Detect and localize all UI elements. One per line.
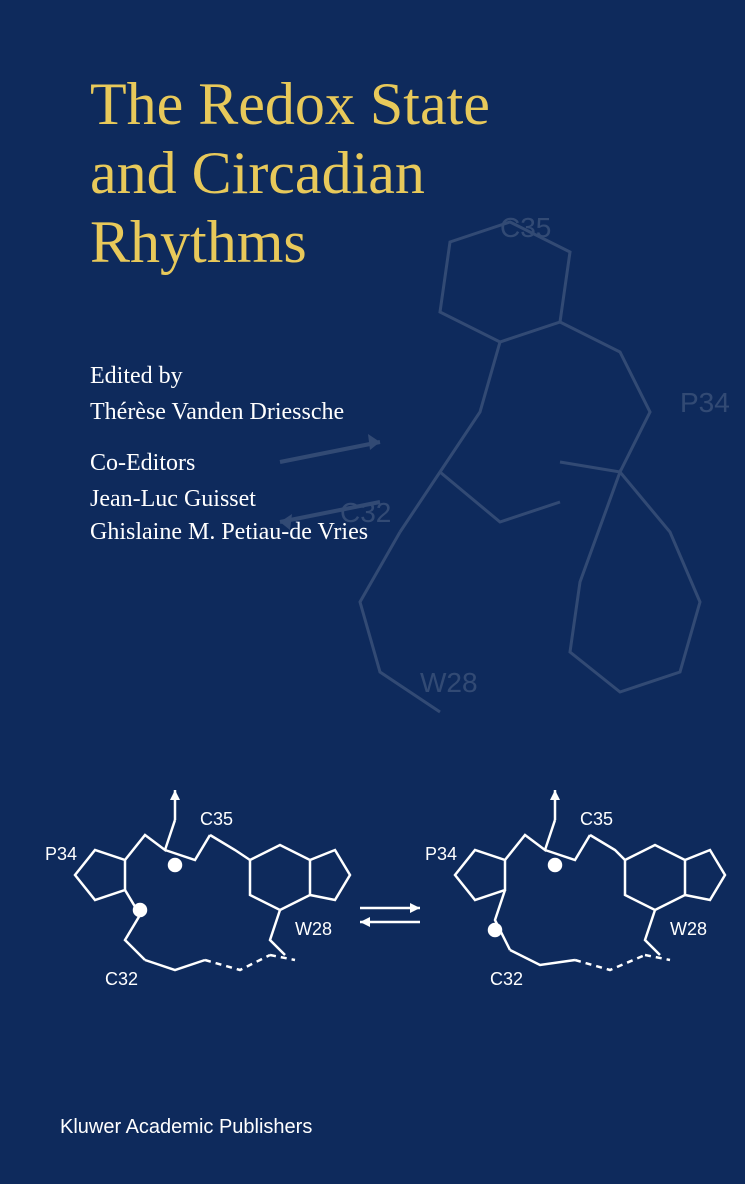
label-p34-right: P34 (425, 844, 457, 864)
label-w28-right: W28 (670, 919, 707, 939)
title-line-2: and Circadian (90, 139, 490, 208)
title-line-1: The Redox State (90, 70, 490, 139)
svg-text:P34: P34 (680, 387, 730, 418)
label-p34-left: P34 (45, 844, 77, 864)
label-c32-left: C32 (105, 969, 138, 989)
coeditors-label: Co-Editors (90, 447, 368, 481)
equilibrium-arrows (360, 903, 420, 927)
molecule-right: P34 C35 C32 W28 (425, 790, 725, 989)
editors-block: Edited by Thérèse Vanden Driessche Co-Ed… (90, 360, 368, 550)
svg-text:C35: C35 (500, 212, 551, 243)
label-w28-left: W28 (295, 919, 332, 939)
editor-name: Thérèse Vanden Driessche (90, 396, 368, 430)
edited-by-label: Edited by (90, 360, 368, 394)
molecule-left: P34 C35 C32 W2 (45, 790, 350, 989)
book-cover: C35 P34 W28 C32 The Redox State and Circ… (0, 0, 745, 1184)
coeditor-2: Ghislaine M. Petiau-de Vries (90, 516, 368, 550)
label-c35-right: C35 (580, 809, 613, 829)
publisher: Kluwer Academic Publishers (60, 1116, 312, 1139)
coeditor-1: Jean-Luc Guisset (90, 483, 368, 517)
title-line-3: Rhythms (90, 208, 490, 277)
molecule-diagram: P34 C35 C32 W2 (0, 760, 745, 1040)
svg-text:W28: W28 (420, 667, 478, 698)
label-c32-right: C32 (490, 969, 523, 989)
label-c35-left: C35 (200, 809, 233, 829)
book-title: The Redox State and Circadian Rhythms (90, 70, 490, 277)
